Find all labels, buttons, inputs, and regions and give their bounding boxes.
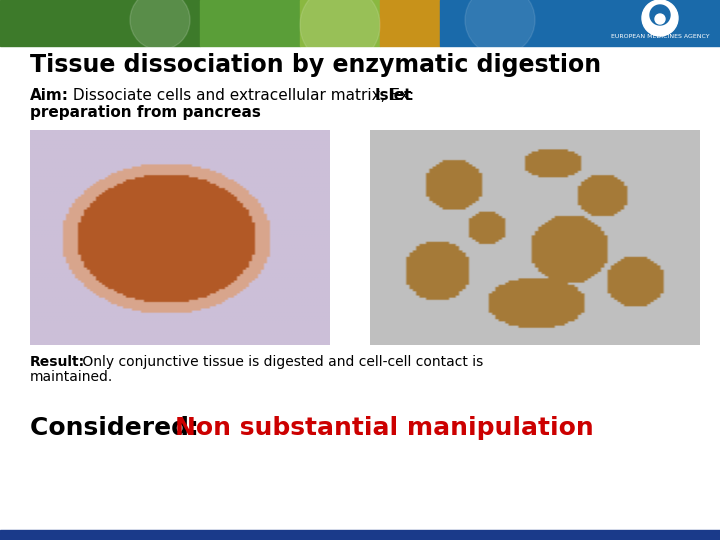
Circle shape	[130, 0, 190, 50]
Text: Non substantial manipulation: Non substantial manipulation	[175, 416, 594, 440]
Bar	[0, 0, 200, 46]
Text: preparation from pancreas: preparation from pancreas	[30, 105, 261, 119]
Circle shape	[650, 5, 670, 25]
Text: maintained.: maintained.	[30, 370, 113, 384]
Text: Aim:: Aim:	[30, 87, 69, 103]
Bar	[200, 0, 300, 46]
Text: EUROPEAN MEDICINES AGENCY: EUROPEAN MEDICINES AGENCY	[611, 34, 709, 39]
Text: Islet: Islet	[375, 87, 413, 103]
Text: Only conjunctive tissue is digested and cell-cell contact is: Only conjunctive tissue is digested and …	[78, 355, 483, 369]
Circle shape	[300, 0, 380, 65]
Bar	[0, 530, 720, 540]
Text: Dissociate cells and extracellular matrix, Ex:: Dissociate cells and extracellular matri…	[68, 87, 419, 103]
Bar	[380, 0, 440, 46]
Circle shape	[642, 0, 678, 36]
Bar	[300, 0, 380, 46]
Circle shape	[655, 14, 665, 24]
Text: Result:: Result:	[30, 355, 85, 369]
Bar	[440, 0, 720, 46]
Text: Considered:: Considered:	[30, 416, 207, 440]
Text: Tissue dissociation by enzymatic digestion: Tissue dissociation by enzymatic digesti…	[30, 53, 601, 77]
Circle shape	[465, 0, 535, 55]
